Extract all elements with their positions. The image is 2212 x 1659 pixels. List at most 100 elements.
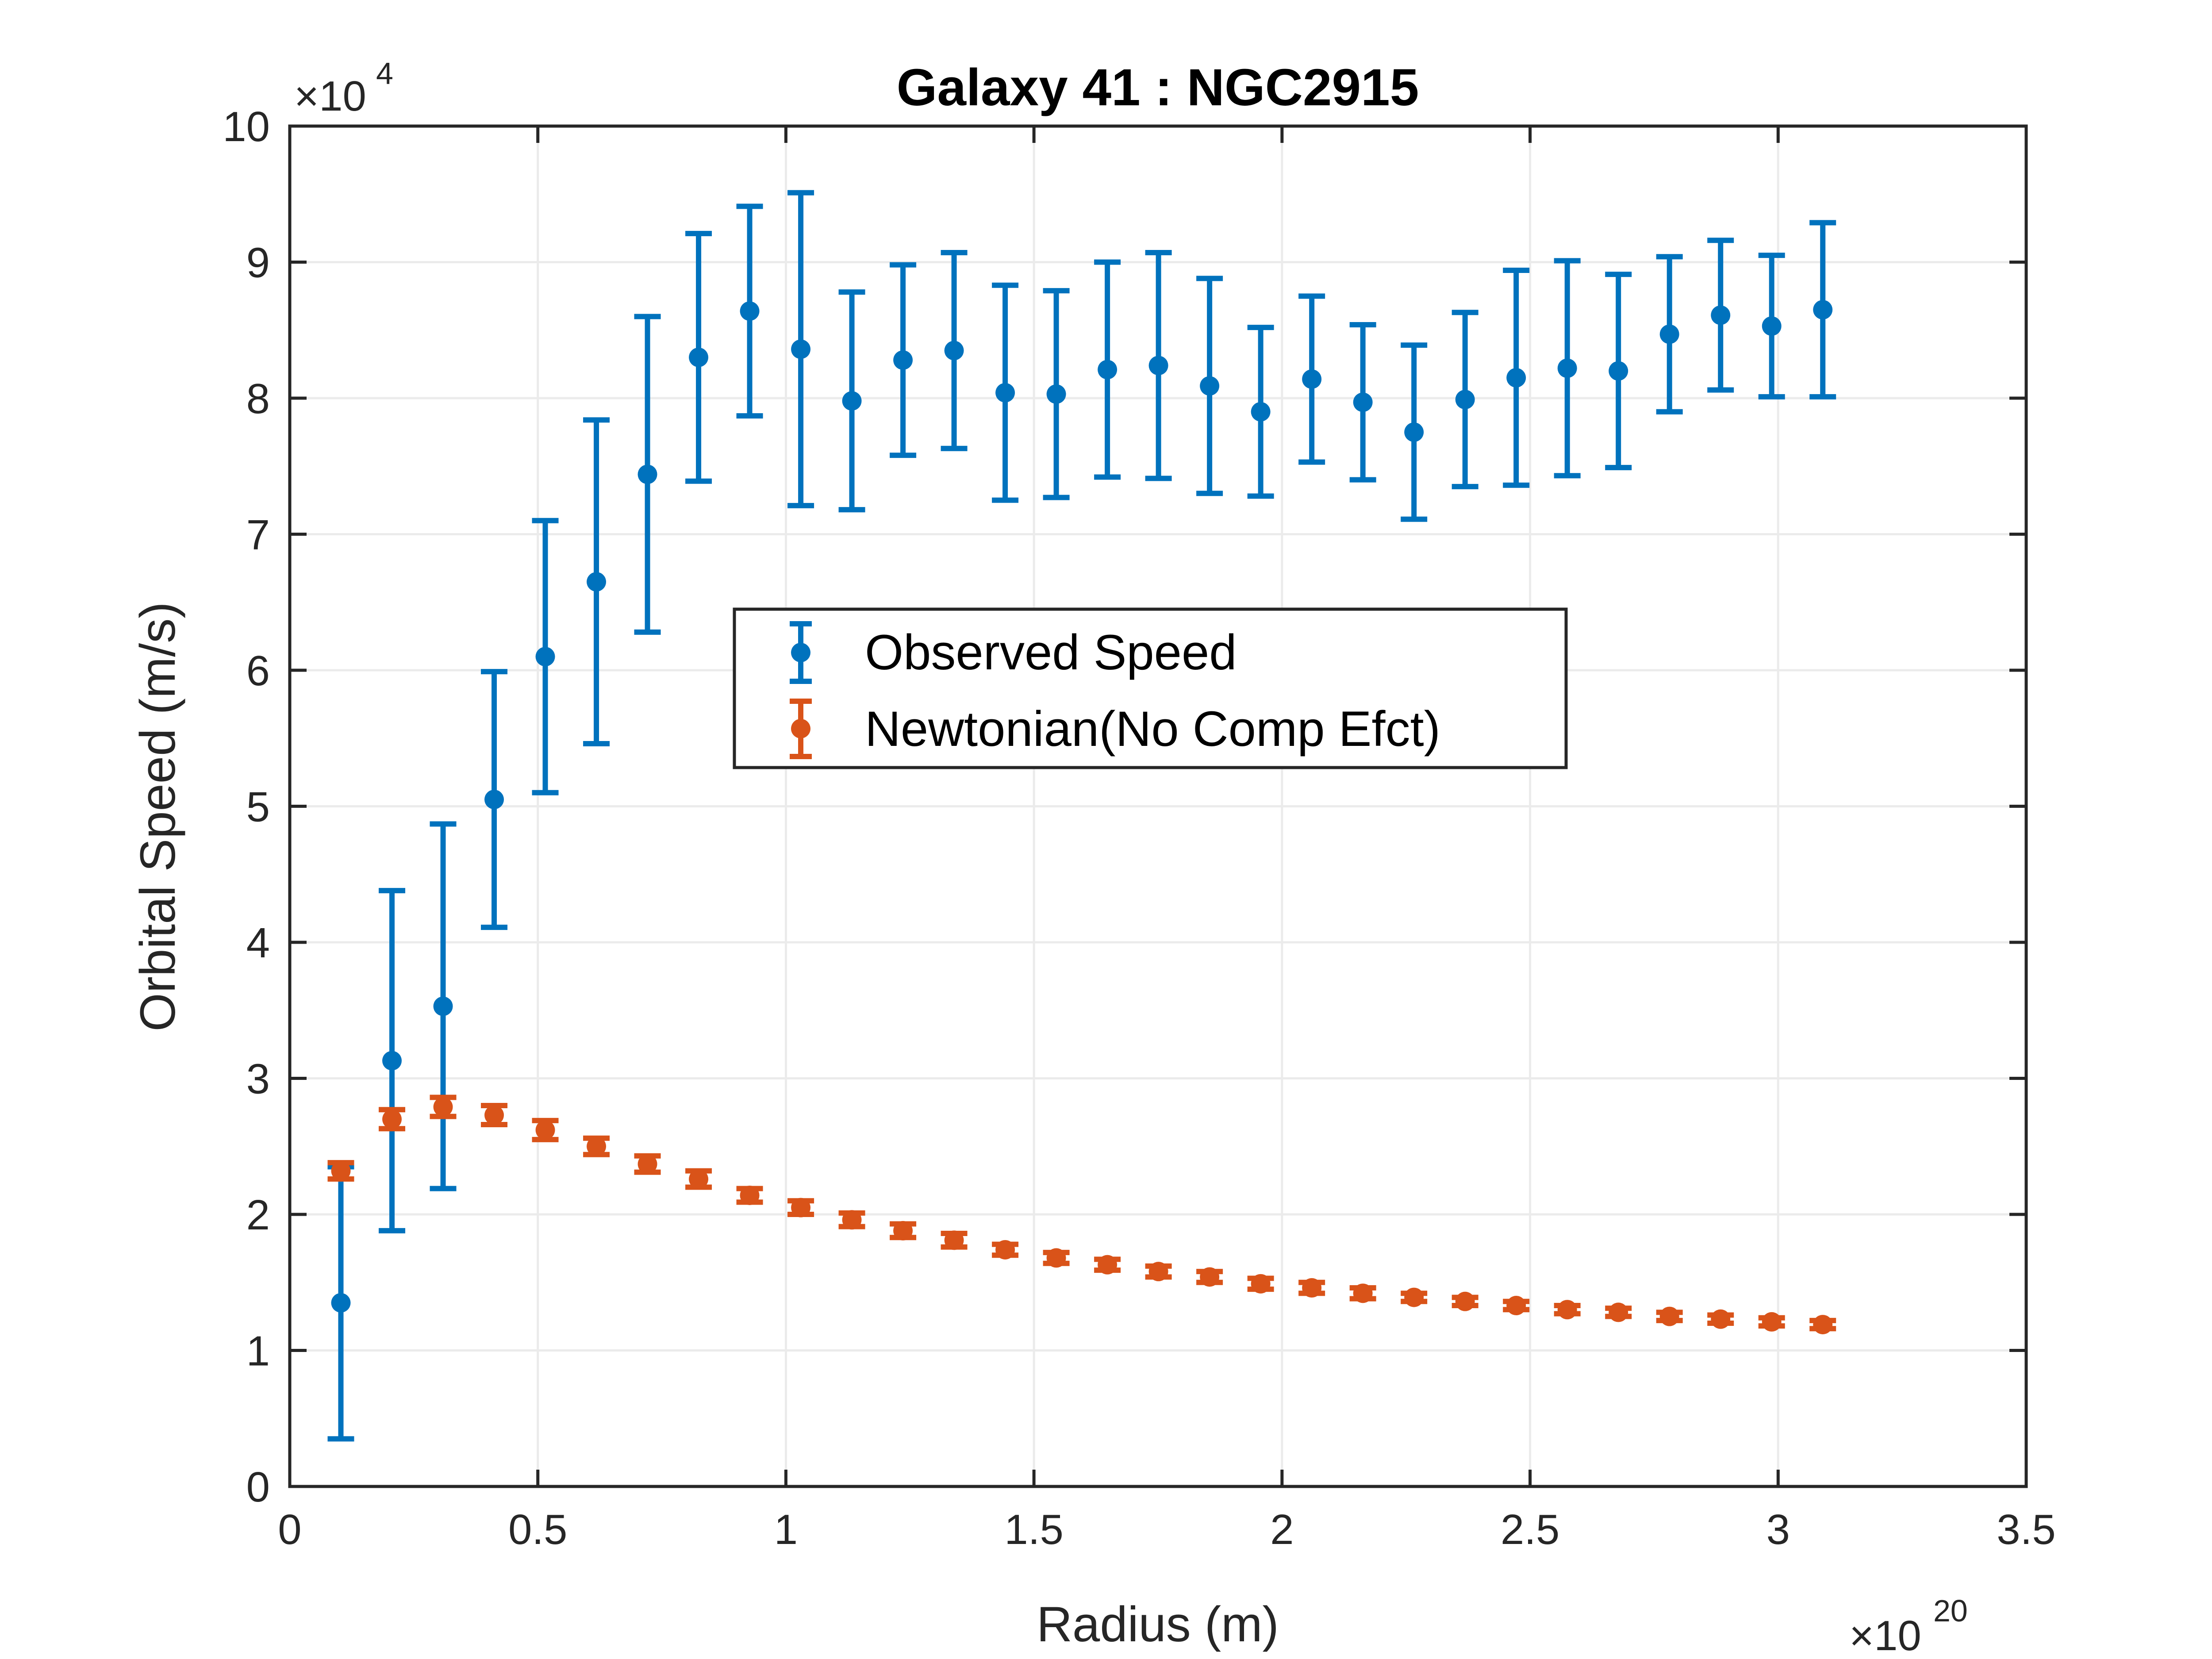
marker: [944, 1230, 964, 1250]
data-point: [1503, 267, 1530, 488]
marker: [1813, 300, 1833, 320]
legend-observed-marker: [791, 643, 810, 662]
y-tick-label: 7: [246, 511, 270, 559]
marker: [791, 339, 811, 359]
marker: [1148, 1262, 1168, 1282]
data-point: [379, 888, 406, 1233]
data-point: [1145, 250, 1172, 481]
data-point: [327, 1160, 354, 1182]
data-point: [941, 250, 968, 451]
marker: [689, 1169, 709, 1189]
x-axis-label: Radius (m): [1037, 1597, 1279, 1652]
y-tick-label: 6: [246, 647, 270, 695]
marker: [331, 1161, 351, 1181]
marker: [637, 465, 657, 484]
marker: [1251, 402, 1271, 422]
marker: [791, 1198, 811, 1217]
marker: [433, 1097, 453, 1117]
marker: [1711, 305, 1731, 325]
data-point: [787, 1198, 814, 1217]
marker: [1762, 1312, 1782, 1332]
data-point: [1247, 1274, 1274, 1294]
data-point: [583, 1135, 610, 1157]
marker: [382, 1109, 402, 1129]
marker: [1506, 368, 1526, 388]
y-exponent-base: ×10: [294, 73, 366, 120]
y-tick-label: 8: [246, 375, 270, 422]
marker: [1200, 376, 1220, 396]
data-point: [1758, 1312, 1785, 1332]
x-tick-label: 0: [278, 1506, 301, 1553]
legend-entry-observed: Observed Speed: [790, 621, 1237, 684]
data-point: [992, 1240, 1019, 1260]
x-tick-label: 2.5: [1501, 1506, 1559, 1553]
data-point: [379, 1107, 406, 1132]
data-point: [736, 1185, 763, 1205]
marker: [484, 1105, 504, 1125]
data-point: [1196, 276, 1223, 496]
marker: [1302, 369, 1322, 389]
marker: [331, 1293, 351, 1313]
y-exponent-label: ×10 4: [294, 56, 393, 120]
y-tick-label: 9: [246, 239, 270, 287]
data-point: [992, 282, 1019, 503]
data-point: [1043, 288, 1070, 500]
legend: Observed Speed Newtonian(No Comp Efct): [733, 607, 1568, 769]
data-point: [1043, 1248, 1070, 1268]
x-tick-label: 0.5: [508, 1506, 567, 1553]
marker: [535, 1120, 555, 1140]
marker: [1455, 390, 1475, 410]
data-point: [1554, 258, 1581, 479]
chart-title: Galaxy 41 : NGC2915: [897, 58, 1419, 117]
data-point: [890, 262, 917, 458]
data-point: [532, 518, 559, 795]
x-exponent-base: ×10: [1849, 1612, 1921, 1659]
marker: [689, 347, 709, 367]
y-exponent-power: 4: [376, 56, 393, 91]
marker: [1609, 1302, 1628, 1322]
data-point: [1707, 238, 1734, 393]
data-point: [941, 1230, 968, 1250]
data-point: [1452, 1291, 1479, 1311]
data-point: [1349, 322, 1376, 483]
y-tick-label: 0: [246, 1463, 270, 1511]
marker: [740, 1185, 760, 1205]
y-tick-label: 2: [246, 1191, 270, 1239]
data-point: [787, 190, 814, 508]
marker: [1353, 1283, 1373, 1303]
marker: [1557, 1300, 1577, 1320]
marker: [995, 1240, 1015, 1260]
marker: [842, 391, 862, 411]
data-point: [1656, 254, 1683, 415]
marker: [995, 383, 1015, 403]
data-point: [1809, 1315, 1836, 1335]
data-point: [1809, 220, 1836, 399]
x-tick-label: 1: [774, 1506, 798, 1553]
data-point: [1145, 1262, 1172, 1282]
data-point: [1707, 1309, 1734, 1329]
data-point: [1503, 1296, 1530, 1316]
marker: [1557, 358, 1577, 378]
data-point: [838, 1210, 865, 1230]
marker: [587, 572, 607, 592]
legend-newtonian-marker: [791, 719, 810, 738]
data-point: [481, 1103, 508, 1128]
marker: [893, 1221, 913, 1240]
marker: [1404, 422, 1424, 442]
legend-box: [733, 607, 1568, 769]
data-point: [1247, 325, 1274, 499]
marker: [1659, 324, 1679, 344]
data-point: [532, 1118, 559, 1142]
ticks: [288, 124, 2028, 1488]
x-tick-label: 3: [1767, 1506, 1790, 1553]
x-exponent-power: 20: [1933, 1594, 1968, 1628]
marker: [382, 1051, 402, 1071]
data-point: [890, 1221, 917, 1240]
marker: [1353, 392, 1373, 412]
marker: [1455, 1291, 1475, 1311]
data-point: [1094, 259, 1121, 480]
data-point: [1094, 1255, 1121, 1275]
legend-entry-newtonian: Newtonian(No Comp Efct): [790, 699, 1440, 759]
marker: [1506, 1296, 1526, 1316]
data-point: [1298, 1278, 1325, 1298]
